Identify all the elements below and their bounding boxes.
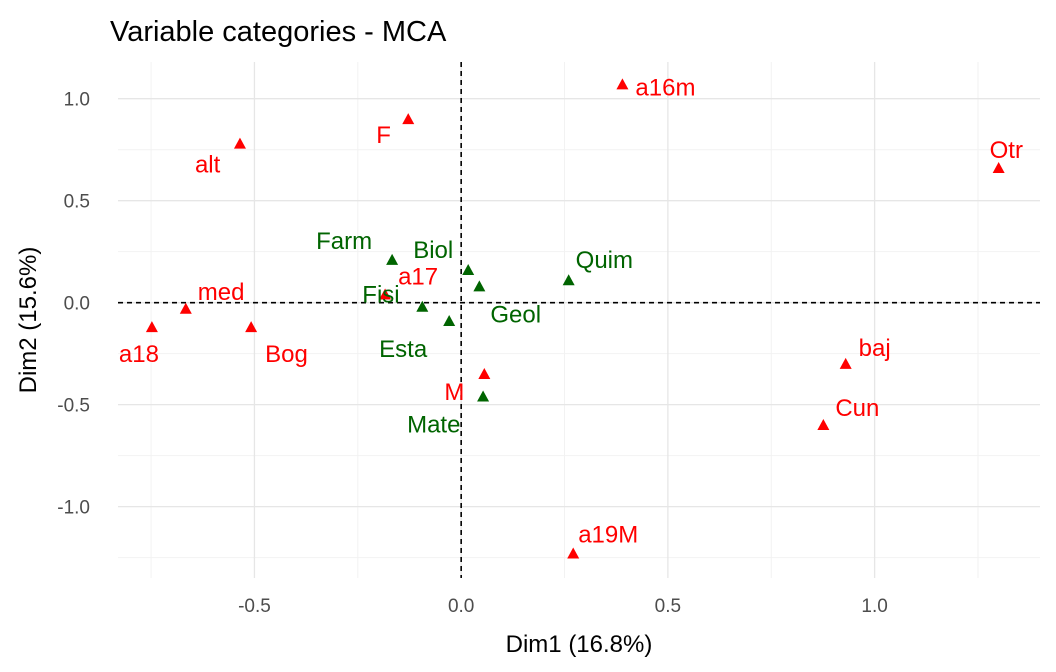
x-tick-label: 0.5	[655, 596, 681, 617]
point-label-mate: Mate	[407, 411, 460, 438]
point-label-cun: Cun	[835, 395, 879, 422]
point-label-geol: Geol	[490, 301, 541, 328]
point-label-a17: a17	[398, 264, 438, 291]
point-label-a19m: a19M	[578, 522, 638, 549]
point-otr	[992, 162, 1005, 174]
y-tick-label: 1.0	[64, 90, 90, 111]
point-biol	[462, 264, 475, 276]
point-a17	[379, 288, 392, 300]
point-f	[402, 113, 415, 125]
y-tick-label: 0.5	[64, 192, 90, 213]
point-label-a18: a18	[119, 341, 159, 368]
point-m	[478, 368, 491, 380]
x-tick-label: 1.0	[861, 596, 887, 617]
axes: -0.5 0.0 0.5 1.0 -1.0 -0.5 0.0 0.5 1.0	[57, 62, 1040, 617]
point-label-a16m: a16m	[635, 74, 695, 101]
x-axis-label: Dim1 (16.8%)	[506, 631, 653, 658]
point-esta	[443, 315, 456, 327]
point-label-fisi: Fisi	[362, 282, 399, 309]
point-geol	[473, 280, 486, 292]
y-tick-label: -1.0	[57, 498, 90, 519]
point-label-m: M	[444, 379, 464, 406]
point-fisi	[416, 300, 429, 312]
point-label-quim: Quim	[576, 247, 633, 274]
point-label-esta: Esta	[379, 336, 428, 363]
point-label-biol: Biol	[413, 237, 453, 264]
point-label-baj: baj	[859, 335, 891, 362]
point-a18	[145, 321, 158, 333]
point-label-f: F	[376, 122, 391, 149]
point-cun	[817, 419, 830, 431]
point-a16m	[616, 78, 629, 90]
point-label-bog: Bog	[265, 341, 308, 368]
point-label-farm: Farm	[316, 228, 372, 255]
point-label-med: med	[198, 279, 245, 306]
x-tick-label: -0.5	[238, 596, 271, 617]
point-label-alt: alt	[195, 152, 221, 179]
y-axis-label: Dim2 (15.6%)	[15, 247, 42, 394]
grid	[118, 62, 1040, 578]
y-tick-label: 0.0	[64, 294, 90, 315]
y-tick-label: -0.5	[57, 396, 90, 417]
point-a19m	[567, 547, 580, 559]
point-bog	[245, 321, 258, 333]
point-mate	[477, 390, 490, 402]
point-farm	[386, 253, 399, 265]
point-label-otr: Otr	[990, 137, 1023, 164]
point-baj	[839, 357, 852, 369]
point-alt	[233, 137, 246, 149]
chart-title: Variable categories - MCA	[110, 16, 447, 48]
x-tick-label: 0.0	[448, 596, 474, 617]
point-med	[179, 302, 192, 314]
point-quim	[562, 274, 575, 286]
